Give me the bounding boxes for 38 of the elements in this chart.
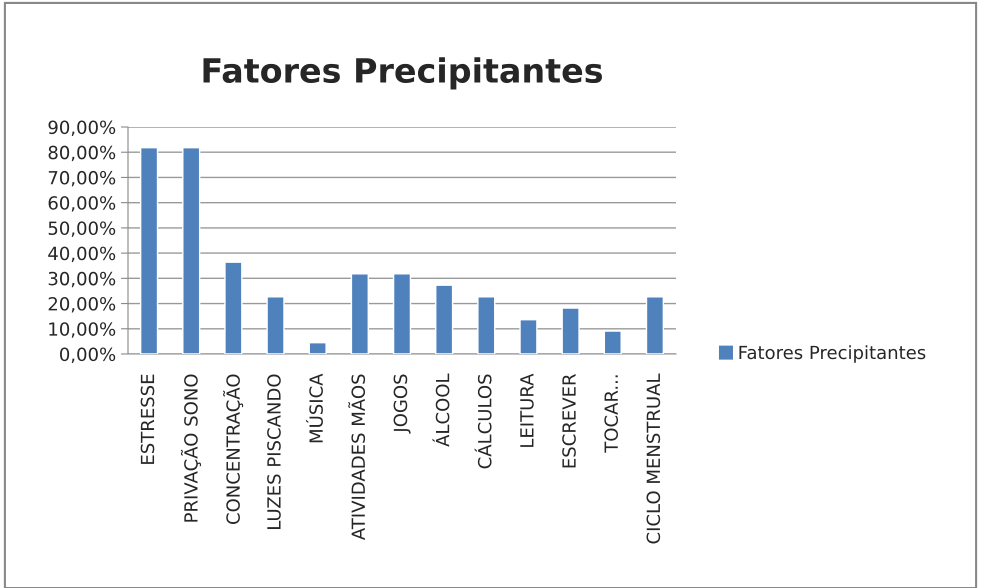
x-tick-label: CONCENTRAÇÃO — [223, 374, 244, 524]
x-tick-label: ESTRESSE — [140, 374, 154, 464]
x-tick-label: CÁLCULOS — [474, 374, 492, 468]
x-tick-label: MÚSICA — [306, 374, 323, 442]
bar — [477, 296, 496, 354]
x-tick-label: TOCAR... — [604, 375, 618, 453]
x-tick-label: ÁLCOOL — [432, 374, 450, 447]
y-tick-label: 90,00% — [48, 120, 116, 136]
y-tick-label: 70,00% — [48, 170, 116, 186]
bar — [392, 273, 412, 354]
y-tick-label: 50,00% — [48, 221, 116, 237]
bar — [519, 319, 538, 354]
bar — [435, 284, 454, 354]
y-tick-label: 0,00% — [60, 347, 116, 363]
x-tick-label: ATIVIDADES MÃOS — [348, 374, 366, 540]
bar — [604, 330, 622, 354]
bar — [308, 342, 327, 354]
bar — [350, 273, 369, 354]
x-tick-label: ESCREVER — [562, 374, 576, 468]
bar — [646, 296, 664, 354]
x-tick-label: JOGOS — [394, 374, 411, 434]
legend-label: Fatores Precipitantes — [739, 345, 926, 363]
y-tick-label: 60,00% — [48, 196, 116, 212]
bar — [224, 261, 243, 354]
y-tick-label: 20,00% — [48, 297, 116, 313]
y-tick-label: 10,00% — [49, 322, 116, 338]
y-tick-label: 30,00% — [48, 272, 116, 288]
x-tick-label: CICLO MENSTRUAL — [646, 374, 660, 544]
bar — [140, 146, 158, 354]
x-tick-label: LEITURA — [520, 374, 534, 447]
bar — [266, 296, 285, 354]
chart-title: Fatores Precipitantes — [204, 57, 602, 90]
y-tick-label: 80,00% — [48, 146, 116, 162]
bar — [561, 307, 580, 354]
x-tick-label: LUZES PISCANDO — [267, 374, 281, 529]
y-tick-label: 40,00% — [48, 246, 116, 262]
x-tick-label: PRIVAÇÃO SONO — [180, 374, 201, 522]
bar — [182, 146, 200, 354]
